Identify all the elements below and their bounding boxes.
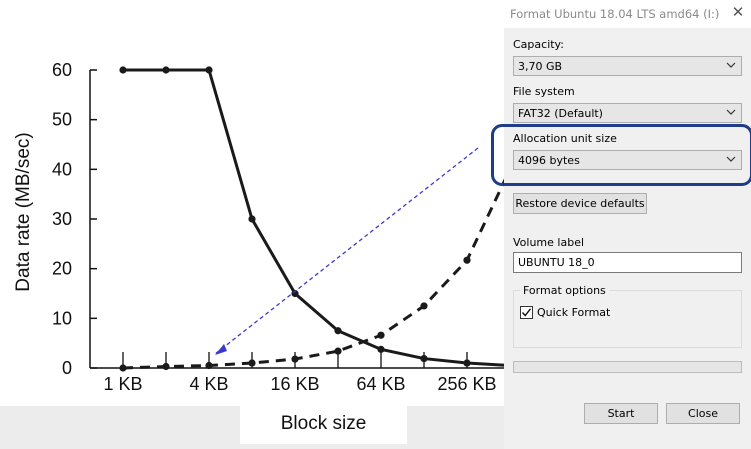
series-dashed-line <box>122 176 505 370</box>
data-point <box>334 347 342 355</box>
series-layer <box>119 66 505 372</box>
close-icon[interactable]: ✕ <box>731 3 745 21</box>
y-tick-label: 30 <box>52 209 72 229</box>
allocation-unit-label: Allocation unit size <box>513 132 617 145</box>
x-ticks: 1 KB 4 KB 16 KB 64 KB 256 KB <box>103 352 497 394</box>
data-point <box>334 327 342 335</box>
data-point <box>119 66 127 74</box>
y-tick-label: 40 <box>52 159 72 179</box>
data-point <box>248 215 256 223</box>
start-button[interactable]: Start <box>584 403 658 424</box>
x-tick-label: 256 KB <box>437 374 496 394</box>
chart-panel: 0 10 20 30 40 50 60 1 KB 4 KB 16 KB 64 KB 256 KB D… <box>0 60 505 449</box>
chevron-down-icon <box>726 109 736 115</box>
chevron-down-icon <box>726 156 736 162</box>
capacity-value: 3,70 GB <box>518 60 563 73</box>
chevron-down-icon <box>726 62 736 68</box>
data-point <box>463 359 471 367</box>
data-point <box>119 364 127 372</box>
y-tick-label: 20 <box>52 259 72 279</box>
data-point <box>205 361 213 370</box>
annotation-arrow-head <box>215 344 227 355</box>
data-point <box>205 66 213 74</box>
x-tick-label: 64 KB <box>356 374 405 394</box>
data-point <box>291 289 299 298</box>
data-point <box>248 359 256 367</box>
format-options-group: Format options Quick Format <box>513 284 742 348</box>
y-ticks: 0 10 20 30 40 50 60 <box>52 60 97 378</box>
restore-defaults-button[interactable]: Restore device defaults <box>513 193 647 214</box>
capacity-select[interactable]: 3,70 GB <box>513 56 742 76</box>
checkmark-icon <box>521 308 532 317</box>
quick-format-label[interactable]: Quick Format <box>537 306 611 319</box>
data-point <box>377 345 385 353</box>
dialog-title: Format Ubuntu 18.04 LTS amd64 (I:) <box>510 7 720 21</box>
y-tick-label: 10 <box>52 308 72 328</box>
data-point <box>463 256 471 264</box>
data-point <box>420 354 428 363</box>
data-point <box>162 66 170 74</box>
close-button[interactable]: Close <box>666 403 740 424</box>
series-solid-line <box>123 68 505 367</box>
data-point <box>162 362 170 371</box>
filesystem-value: FAT32 (Default) <box>518 107 603 120</box>
volume-label-input[interactable]: UBUNTU 18_0 <box>513 252 742 273</box>
y-tick-label: 60 <box>52 60 72 80</box>
quick-format-checkbox[interactable] <box>520 306 533 319</box>
data-point <box>291 355 299 363</box>
data-rate-chart: 0 10 20 30 40 50 60 1 KB 4 KB 16 KB 64 KB 256 KB D… <box>13 60 505 394</box>
filesystem-select[interactable]: FAT32 (Default) <box>513 103 742 123</box>
x-axis-title: Block size <box>240 404 407 444</box>
data-point <box>420 302 428 310</box>
x-tick-label: 16 KB <box>270 374 319 394</box>
format-options-legend: Format options <box>520 284 609 297</box>
filesystem-label: File system <box>513 85 575 98</box>
data-point <box>377 331 385 339</box>
y-tick-label: 50 <box>52 110 72 130</box>
x-tick-label: 4 KB <box>189 374 228 394</box>
format-progress-bar <box>513 361 742 373</box>
allocation-unit-value: 4096 bytes <box>518 154 580 167</box>
chart-axes <box>89 70 505 369</box>
format-dialog: Format Ubuntu 18.04 LTS amd64 (I:) ✕ Cap… <box>504 0 751 449</box>
x-tick-label: 1 KB <box>103 374 142 394</box>
volume-label-label: Volume label <box>513 236 585 249</box>
capacity-label: Capacity: <box>513 38 564 51</box>
annotation-arrow-line <box>214 147 479 355</box>
allocation-unit-select[interactable]: 4096 bytes <box>513 150 742 170</box>
allocation-highlight-outline <box>491 124 751 186</box>
dialog-titlebar: Format Ubuntu 18.04 LTS amd64 (I:) ✕ <box>504 0 751 28</box>
y-axis-title: Data rate (MB/sec) <box>13 132 34 291</box>
y-tick-label: 0 <box>62 358 72 378</box>
